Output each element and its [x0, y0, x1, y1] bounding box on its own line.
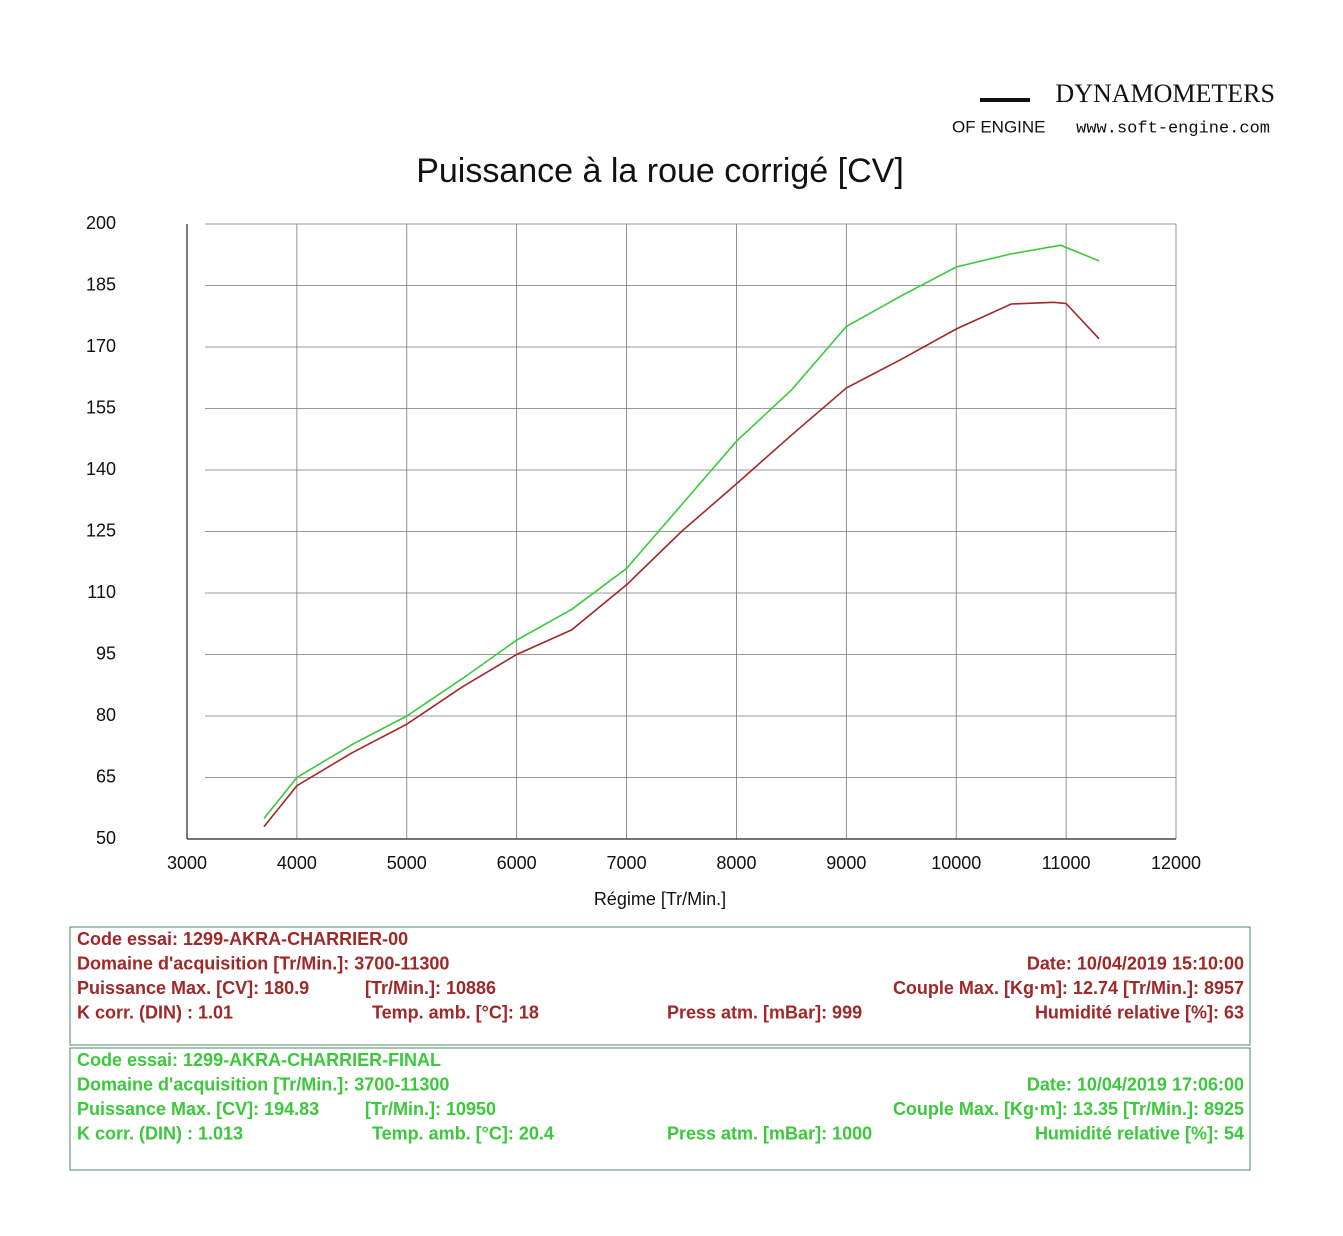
x-tick-label: 4000: [277, 853, 317, 873]
test-info: Code essai: 1299-AKRA-CHARRIER-FINAL: [77, 1050, 441, 1070]
test-info: Couple Max. [Kg·m]: 13.35 [Tr/Min.]: 892…: [893, 1099, 1244, 1119]
x-tick-label: 7000: [607, 853, 647, 873]
logo: OF ENGINE: [952, 117, 1046, 136]
x-tick-label: 5000: [387, 853, 427, 873]
y-tick-label: 95: [96, 643, 116, 663]
url: www.soft-engine.com: [1076, 119, 1270, 138]
y-tick-label: 185: [86, 274, 116, 294]
y-tick-label: 80: [96, 705, 116, 725]
y-tick-label: 155: [86, 397, 116, 417]
test-box: [69, 926, 1251, 1046]
y-tick-label: 140: [86, 459, 116, 479]
x-tick-label: 9000: [826, 853, 866, 873]
test-info: Puissance Max. [CV]: 180.9: [77, 978, 309, 998]
series-line: [263, 301, 1100, 828]
test-info: Code essai: 1299-AKRA-CHARRIER-00: [77, 929, 408, 949]
test-info: Couple Max. [Kg·m]: 12.74 [Tr/Min.]: 895…: [893, 978, 1244, 998]
test-info: Temp. amb. [°C]: 20.4: [372, 1123, 554, 1143]
x-tick-label: 12000: [1151, 853, 1201, 873]
x-tick-label: 8000: [716, 853, 756, 873]
test-info: K corr. (DIN) : 1.013: [77, 1123, 243, 1143]
x-tick-label: 10000: [931, 853, 981, 873]
y-tick-label: 110: [87, 582, 116, 602]
series-line: [263, 244, 1100, 820]
test-info: Temp. amb. [°C]: 18: [372, 1002, 539, 1022]
y-tick-label: 125: [86, 520, 116, 540]
test-info: [Tr/Min.]: 10886: [365, 978, 496, 998]
y-tick-label: 65: [96, 766, 116, 786]
x-tick-label: 6000: [497, 853, 537, 873]
test-info: [Tr/Min.]: 10950: [365, 1099, 496, 1119]
test-info: Humidité relative [%]: 54: [1035, 1123, 1244, 1143]
test-box: [69, 1047, 1251, 1171]
x-tick-label: 11000: [1042, 853, 1091, 873]
test-info: Date: 10/04/2019 17:06:00: [1027, 1074, 1244, 1094]
test-info: Puissance Max. [CV]: 194.83: [77, 1099, 319, 1119]
test-info: K corr. (DIN) : 1.01: [77, 1002, 233, 1022]
test-info: Humidité relative [%]: 63: [1035, 1002, 1244, 1022]
x-axis-label: Régime [Tr/Min.]: [594, 889, 726, 909]
y-tick-label: 170: [86, 336, 116, 356]
test-info: Date: 10/04/2019 15:10:00: [1027, 953, 1244, 973]
y-tick-label: 50: [96, 828, 116, 848]
y-tick-label: 200: [86, 213, 116, 233]
test-info: Press atm. [mBar]: 1000: [667, 1123, 872, 1143]
test-info: Domaine d'acquisition [Tr/Min.]: 3700-11…: [77, 1074, 449, 1094]
test-info: Domaine d'acquisition [Tr/Min.]: 3700-11…: [77, 953, 449, 973]
chart-title: Puissance à la roue corrigé [CV]: [416, 152, 904, 190]
brand: DYNAMOMETERS: [1055, 79, 1275, 108]
x-tick-label: 3000: [167, 853, 207, 873]
test-info: Press atm. [mBar]: 999: [667, 1002, 862, 1022]
